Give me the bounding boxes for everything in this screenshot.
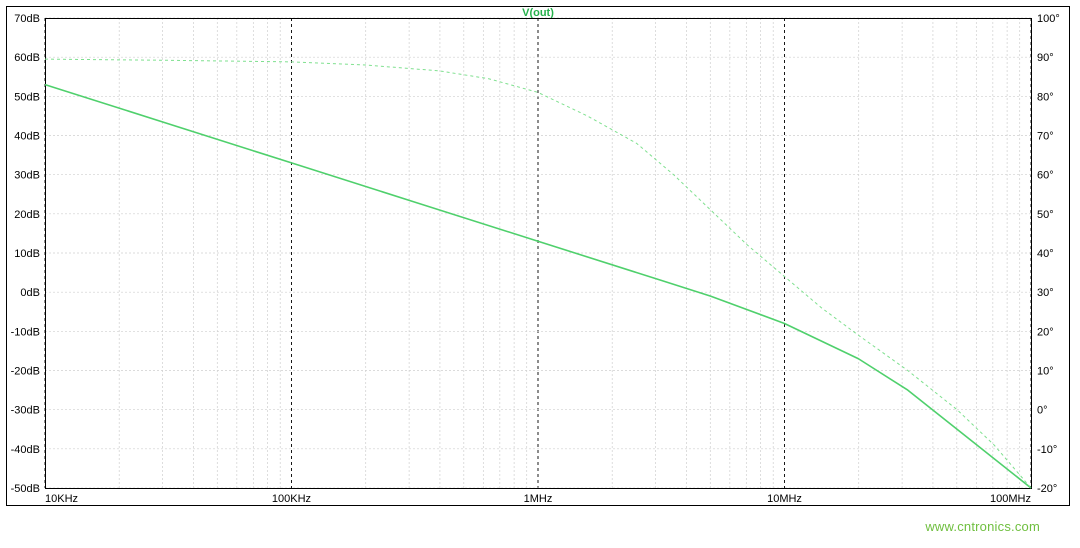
y-left-tick-label: 10dB xyxy=(14,248,40,260)
x-tick-label: 100MHz xyxy=(990,493,1031,505)
y-left-tick-label: 60dB xyxy=(14,52,40,64)
y-right-tick-label: 80° xyxy=(1037,91,1054,103)
x-tick-label: 1MHz xyxy=(524,493,553,505)
y-left-tick-label: -10dB xyxy=(11,326,40,338)
y-left-tick-label: 70dB xyxy=(14,13,40,25)
y-left-tick-label: -30dB xyxy=(11,405,40,417)
y-left-tick-label: 30dB xyxy=(14,170,40,182)
y-left-tick-label: -40dB xyxy=(11,444,40,456)
y-left-tick-label: 50dB xyxy=(14,91,40,103)
y-right-tick-label: 40° xyxy=(1037,248,1054,260)
y-left-tick-label: -50dB xyxy=(11,483,40,495)
x-tick-label: 10MHz xyxy=(767,493,802,505)
y-right-tick-label: 0° xyxy=(1037,405,1048,417)
x-tick-label: 10KHz xyxy=(45,493,78,505)
y-right-tick-label: 30° xyxy=(1037,287,1054,299)
y-left-tick-label: 40dB xyxy=(14,131,40,143)
bode-plot: V(out) 10KHz 100KHz 1MHz 10MHz 100MHz 70dB 60dB… xyxy=(0,0,1080,548)
chart-title: V(out) xyxy=(522,7,554,19)
y-right-tick-label: -10° xyxy=(1037,444,1057,456)
y-right-tick-label: 70° xyxy=(1037,131,1054,143)
y-left-tick-label: 20dB xyxy=(14,209,40,221)
y-right-tick-label: 20° xyxy=(1037,326,1054,338)
x-tick-label: 100KHz xyxy=(272,493,311,505)
y-left-tick-label: 0dB xyxy=(20,287,40,299)
plot-bg xyxy=(0,0,1080,548)
watermark-text: www.cntronics.com xyxy=(925,519,1040,534)
y-right-tick-label: 100° xyxy=(1037,13,1060,25)
y-right-tick-label: 50° xyxy=(1037,209,1054,221)
y-right-tick-label: 90° xyxy=(1037,52,1054,64)
y-right-tick-label: 10° xyxy=(1037,366,1054,378)
y-left-tick-label: -20dB xyxy=(11,366,40,378)
y-right-tick-label: 60° xyxy=(1037,170,1054,182)
y-right-tick-label: -20° xyxy=(1037,483,1057,495)
